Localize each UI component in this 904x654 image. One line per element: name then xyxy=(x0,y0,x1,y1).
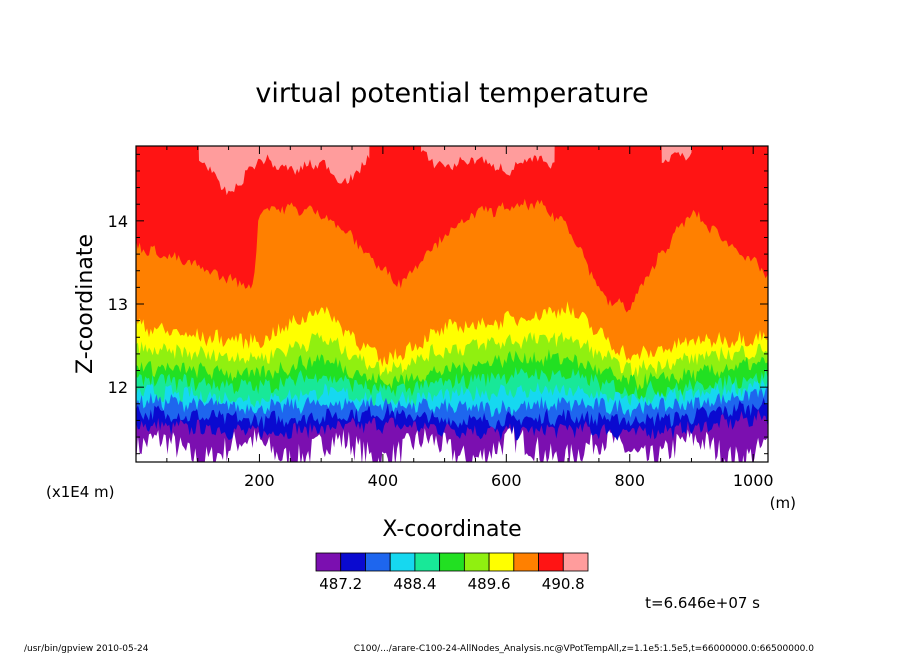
colorbar-tick-label: 488.4 xyxy=(393,575,436,593)
y-axis-unit: (x1E4 m) xyxy=(46,483,115,501)
contour-band-9 xyxy=(136,146,768,313)
colorbar-tick-label: 487.2 xyxy=(319,575,362,593)
colorbar-swatch xyxy=(340,552,366,572)
colorbar-swatch xyxy=(414,552,441,572)
plot-area xyxy=(136,146,768,462)
colorbar-tick-label: 490.8 xyxy=(542,575,585,593)
colorbar-swatch xyxy=(562,552,589,572)
x-axis-unit: (m) xyxy=(770,494,796,512)
x-tick-label: 1000 xyxy=(733,471,774,490)
colorbar-swatch xyxy=(365,552,391,572)
y-tick-label: 14 xyxy=(108,212,128,231)
x-tick-label: 600 xyxy=(491,471,522,490)
colorbar-labels: 487.2 488.4 489.6 490.8 xyxy=(319,575,584,593)
y-axis: 12 13 14 xyxy=(108,153,768,455)
colorbar-swatch xyxy=(389,552,416,572)
colorbar-swatch xyxy=(488,552,515,572)
y-axis-label: Z-coordinate xyxy=(73,234,98,374)
x-tick-label: 400 xyxy=(368,471,399,490)
colorbar-swatch xyxy=(315,552,342,572)
colorbar-swatch xyxy=(538,552,564,572)
contour-band-10 xyxy=(198,146,692,196)
x-tick-label: 800 xyxy=(614,471,645,490)
colorbar-swatch xyxy=(463,552,490,572)
colorbar-tick-label: 489.6 xyxy=(468,575,511,593)
time-label: t=6.646e+07 s xyxy=(645,594,760,612)
footer-right: C100/.../arare-C100-24-AllNodes_Analysis… xyxy=(354,644,815,654)
y-tick-label: 12 xyxy=(108,378,128,397)
colorbar xyxy=(315,552,589,572)
chart-title: virtual potential temperature xyxy=(255,78,648,109)
colorbar-swatch xyxy=(513,552,539,572)
x-axis: 200 400 600 800 1000 xyxy=(166,146,774,490)
x-axis-label: X-coordinate xyxy=(382,517,521,542)
x-tick-label: 200 xyxy=(244,471,275,490)
footer-left: /usr/bin/gpview 2010-05-24 xyxy=(24,644,149,654)
y-tick-label: 13 xyxy=(108,295,128,314)
colorbar-swatch xyxy=(439,552,465,572)
